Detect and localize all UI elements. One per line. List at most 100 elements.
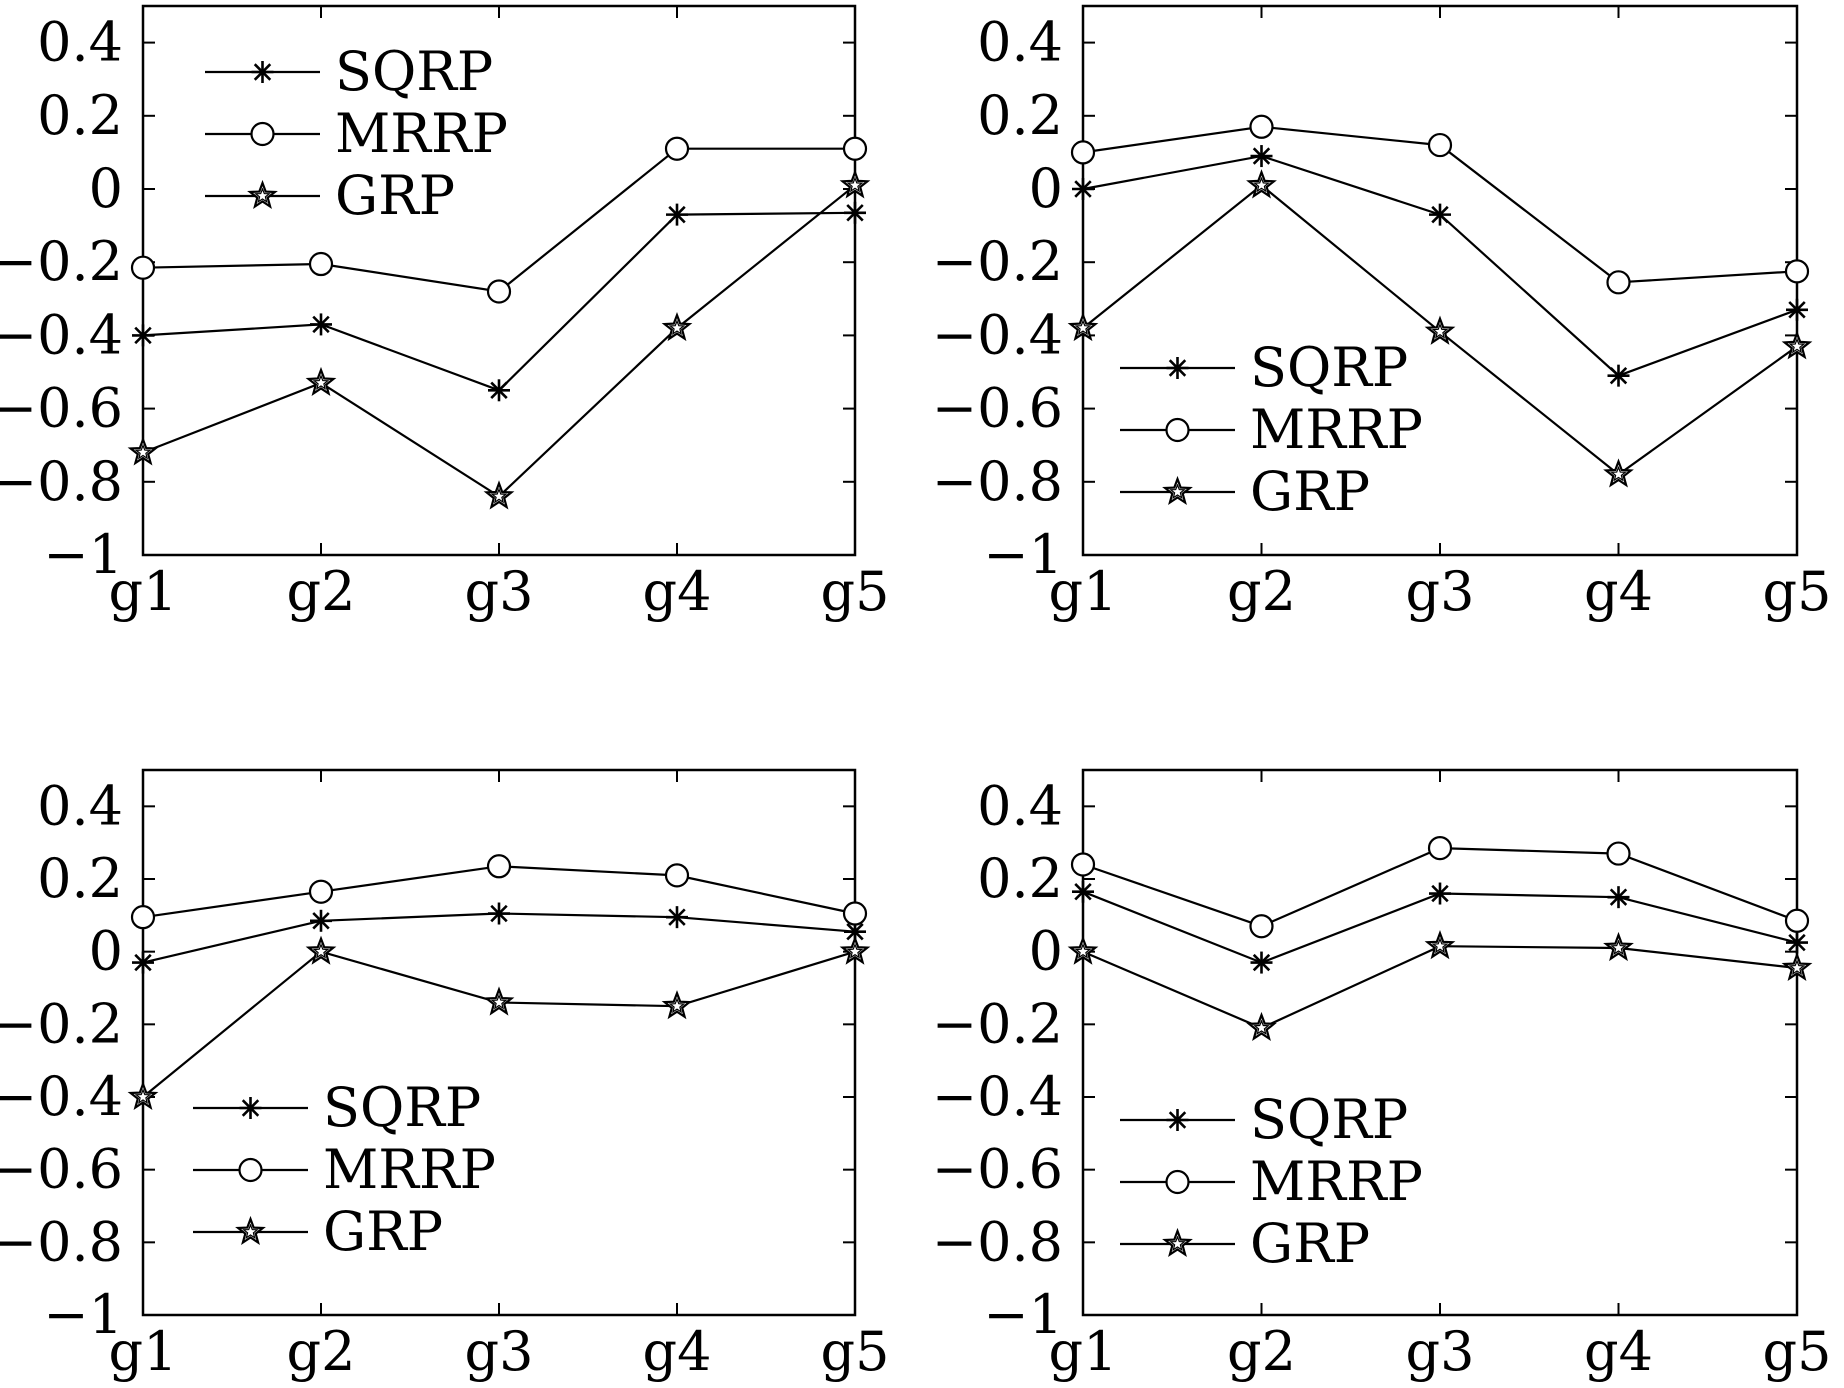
- legend-label: MRRP: [335, 102, 508, 165]
- legend-marker: [1162, 475, 1193, 506]
- series-line: [1082, 154, 1798, 377]
- data-point: [305, 935, 337, 965]
- data-point: [661, 311, 693, 342]
- plot-frame: [1081, 4, 1799, 557]
- data-point: [1784, 259, 1810, 284]
- series-grp: [127, 935, 871, 1111]
- chart-panel-4: −1 −0.8 −0.6 −0.4 −0.2 0 0.2 0.4 g1 g2 g3 g4 g5 SQRPM…: [932, 768, 1831, 1383]
- data-point: [483, 480, 515, 510]
- data-point: [664, 863, 690, 888]
- y-tick-label: −1: [43, 523, 123, 586]
- x-tick-label: g5: [821, 1320, 890, 1383]
- series-line: [1082, 945, 1798, 1030]
- chart-panel-3: −1 −0.8 −0.6 −0.4 −0.2 0 0.2 0.4 g1 g2 g3 g4 g5 SQRPM…: [0, 768, 890, 1383]
- data-point: [839, 169, 871, 199]
- y-tick-label: 0.2: [37, 84, 123, 147]
- data-point: [1781, 330, 1813, 360]
- data-point: [1072, 178, 1094, 200]
- data-point: [1607, 886, 1630, 909]
- legend-marker: [239, 1097, 262, 1119]
- y-tick-label: −0.8: [932, 450, 1063, 513]
- legend-marker: [1165, 417, 1190, 443]
- y-tick-label: −0.8: [0, 1210, 123, 1273]
- y-tick-label: −1: [983, 1283, 1063, 1346]
- data-point: [1072, 880, 1094, 903]
- y-tick-label: 0.4: [977, 11, 1063, 74]
- data-point: [1786, 298, 1808, 321]
- y-tick-label: −0.8: [932, 1210, 1063, 1273]
- y-tick-label: 0.2: [977, 84, 1063, 147]
- y-tick-label: −0.6: [932, 377, 1063, 440]
- legend-label: SQRP: [335, 40, 493, 103]
- x-tick-label: g3: [465, 560, 534, 623]
- y-tick-label: 0.4: [977, 774, 1063, 837]
- data-point: [664, 136, 690, 161]
- legend-marker: [251, 61, 274, 83]
- data-point: [310, 909, 332, 932]
- y-tick-label: −0.4: [0, 303, 123, 366]
- y-tick-label: −0.6: [932, 1138, 1063, 1201]
- y-tick-label: 0.2: [977, 847, 1063, 910]
- data-point: [666, 906, 688, 929]
- data-point: [1424, 930, 1456, 960]
- data-point: [1603, 458, 1634, 488]
- data-point: [1427, 132, 1453, 158]
- data-point: [1784, 908, 1810, 933]
- legend-label: MRRP: [1250, 1150, 1423, 1213]
- series-mrrp: [1070, 836, 1810, 939]
- data-point: [839, 935, 871, 965]
- series-sqrp: [132, 902, 866, 974]
- y-tick-label: 0.4: [37, 11, 123, 74]
- data-point: [308, 879, 334, 904]
- data-point: [1429, 203, 1451, 226]
- data-point: [1429, 882, 1451, 905]
- x-tick-label: g3: [1406, 560, 1475, 623]
- series-mrrp: [130, 136, 868, 304]
- legend-marker: [250, 121, 275, 147]
- x-tick-label: g2: [1227, 560, 1296, 623]
- data-point: [127, 1080, 159, 1111]
- x-tick-label: g4: [1584, 1320, 1653, 1383]
- y-tick-label: −0.6: [0, 1138, 123, 1201]
- legend-label: GRP: [1250, 1212, 1370, 1275]
- data-point: [842, 901, 868, 926]
- data-point: [132, 324, 154, 347]
- data-point: [661, 990, 693, 1020]
- legend-marker: [247, 179, 278, 210]
- legend-label: SQRP: [1250, 336, 1408, 399]
- data-point: [308, 251, 334, 277]
- y-tick-label: −0.4: [0, 1065, 123, 1128]
- legend-label: GRP: [335, 164, 455, 227]
- data-point: [1067, 311, 1099, 342]
- data-point: [486, 279, 512, 304]
- legend-label: MRRP: [1250, 398, 1423, 461]
- y-tick-label: −0.2: [0, 230, 123, 293]
- series-grp: [1067, 169, 1813, 488]
- x-tick-label: g1: [1049, 560, 1118, 623]
- chart-panel-2: −1 −0.8 −0.6 −0.4 −0.2 0 0.2 0.4 g1 g2 g3 g4 g5 SQRPM…: [932, 4, 1831, 623]
- series-sqrp: [1072, 880, 1808, 974]
- series-line: [142, 950, 856, 1098]
- data-point: [1607, 364, 1630, 387]
- data-point: [127, 436, 159, 466]
- x-tick-label: g1: [109, 1320, 178, 1383]
- x-tick-label: g5: [821, 560, 890, 623]
- data-point: [305, 366, 337, 397]
- data-point: [1606, 270, 1631, 295]
- data-point: [1246, 1011, 1277, 1042]
- data-point: [1250, 145, 1273, 168]
- data-point: [1249, 114, 1274, 139]
- x-tick-label: g1: [1049, 1320, 1118, 1383]
- data-point: [1603, 931, 1634, 962]
- y-tick-label: 0.2: [37, 847, 123, 910]
- y-tick-label: 0.4: [37, 774, 123, 837]
- y-tick-label: −1: [983, 523, 1063, 586]
- series-sqrp: [1072, 145, 1808, 387]
- y-tick-label: −0.2: [932, 992, 1063, 1055]
- legend-marker: [238, 1157, 263, 1183]
- data-point: [488, 379, 510, 402]
- legend-label: SQRP: [323, 1076, 481, 1139]
